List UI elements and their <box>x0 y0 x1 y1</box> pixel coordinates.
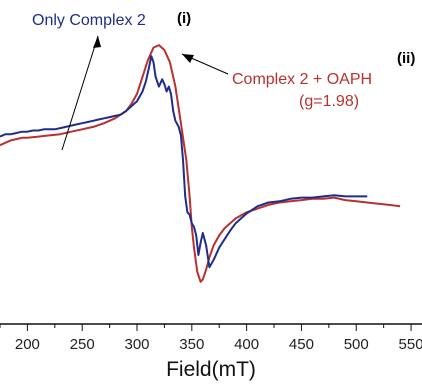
x-axis-label: Field(mT) <box>166 358 256 381</box>
x-tick-label: 450 <box>289 336 314 353</box>
blue-arrow-head <box>93 36 101 48</box>
red-arrow-head <box>182 54 194 63</box>
blue-series-tag: (i) <box>177 10 191 27</box>
blue-annotation-arrow <box>61 35 99 151</box>
blue-series-label: Only Complex 2 <box>32 12 146 29</box>
x-tick-label: 400 <box>234 336 259 353</box>
x-tick-label: 550 <box>399 336 422 353</box>
x-tick-label: 500 <box>344 336 369 353</box>
red-series-tag: (ii) <box>397 50 415 67</box>
red-series-label: Complex 2 + OAPH <box>232 71 372 88</box>
x-tick-label: 350 <box>179 336 204 353</box>
x-tick-label: 250 <box>70 336 95 353</box>
x-tick-label: 300 <box>124 336 149 353</box>
series-line-only-complex-2 <box>0 55 368 269</box>
x-tick-label: 200 <box>15 336 40 353</box>
x-axis-ticks: 200 250 300 350 400 450 500 550 <box>0 324 422 353</box>
red-series-g-value: (g=1.98) <box>299 93 359 110</box>
